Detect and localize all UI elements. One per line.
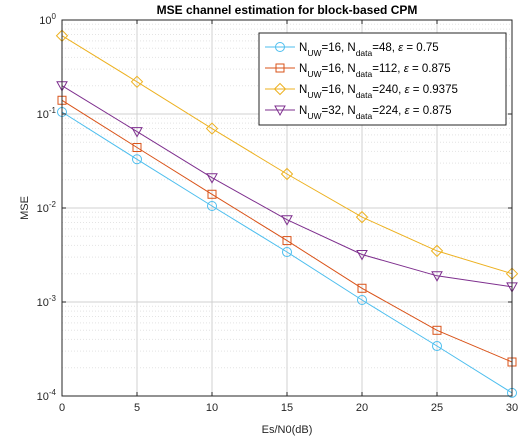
- data-point-diamond-marker: [273, 82, 287, 96]
- data-point-square-marker: [207, 189, 217, 199]
- y-tick-label: 100: [39, 12, 56, 27]
- series-2: [57, 95, 517, 367]
- data-point-triangle-down-marker: [431, 271, 443, 282]
- series-line: [61, 111, 513, 394]
- chart-title: MSE channel estimation for block-based C…: [157, 3, 418, 17]
- data-point-triangle-down-marker: [131, 127, 143, 138]
- data-point-triangle-down-marker: [356, 250, 368, 261]
- y-tick-label: 10-4: [37, 388, 57, 403]
- legend-label: NUW=16, Ndata=112, ε = 0.875: [299, 63, 451, 79]
- data-point-square-marker: [357, 283, 367, 293]
- axis-ticks: 0 5 10 15 20 25 30 100 10-1 10-2 10-3 10-4: [37, 12, 519, 414]
- x-axis-label: Es/N0(dB): [262, 424, 313, 436]
- data-point-diamond-marker: [355, 210, 369, 224]
- x-tick-label: 20: [356, 402, 368, 414]
- y-tick-label: 10-1: [37, 106, 57, 121]
- data-point-square-marker: [432, 325, 442, 335]
- legend-entry: NUW=16, Ndata=48, ε = 0.75: [265, 42, 439, 58]
- x-tick-label: 25: [431, 402, 443, 414]
- data-point-diamond-marker: [280, 167, 294, 181]
- legend-label: NUW=16, Ndata=48, ε = 0.75: [299, 42, 439, 58]
- data-point-square-marker: [275, 63, 285, 73]
- legend-label: NUW=16, Ndata=240, ε = 0.9375: [299, 84, 458, 100]
- x-tick-label: 10: [206, 402, 218, 414]
- legend-box: [258, 32, 507, 126]
- data-point-triangle-down-marker: [274, 105, 286, 117]
- data-point-diamond-marker: [205, 122, 219, 135]
- series-line: [61, 35, 513, 275]
- series-line: [61, 99, 513, 363]
- legend-entry: NUW=32, Ndata=224, ε = 0.875: [265, 105, 451, 121]
- data-point-circle-marker: [132, 154, 142, 165]
- series-line: [61, 85, 513, 288]
- x-tick-label: 0: [59, 402, 65, 414]
- legend-entry: NUW=16, Ndata=112, ε = 0.875: [265, 63, 451, 79]
- data-point-triangle-down-marker: [206, 173, 218, 184]
- y-tick-label: 10-3: [37, 294, 57, 309]
- data-point-square-marker: [132, 143, 142, 153]
- data-point-circle-marker: [282, 247, 292, 258]
- data-point-diamond-marker: [130, 75, 144, 89]
- y-axis-label: MSE: [19, 196, 31, 220]
- data-point-circle-marker: [207, 201, 217, 212]
- data-point-circle-marker: [275, 42, 285, 52]
- x-tick-label: 5: [134, 402, 140, 414]
- data-point-circle-marker: [357, 295, 367, 306]
- data-point-diamond-marker: [430, 244, 444, 258]
- legend: NUW=16, Ndata=48, ε = 0.75 NUW=16, Ndata=…: [258, 32, 507, 126]
- x-tick-label: 15: [281, 402, 293, 414]
- y-tick-label: 10-2: [37, 200, 57, 215]
- data-point-square-marker: [282, 236, 292, 246]
- legend-label: NUW=32, Ndata=224, ε = 0.875: [299, 105, 451, 121]
- series-1: [57, 107, 517, 398]
- x-tick-label: 30: [506, 402, 518, 414]
- data-point-triangle-down-marker: [281, 215, 293, 226]
- series-layer: [55, 29, 519, 398]
- legend-entry: NUW=16, Ndata=240, ε = 0.9375: [265, 82, 458, 100]
- data-point-circle-marker: [432, 341, 442, 352]
